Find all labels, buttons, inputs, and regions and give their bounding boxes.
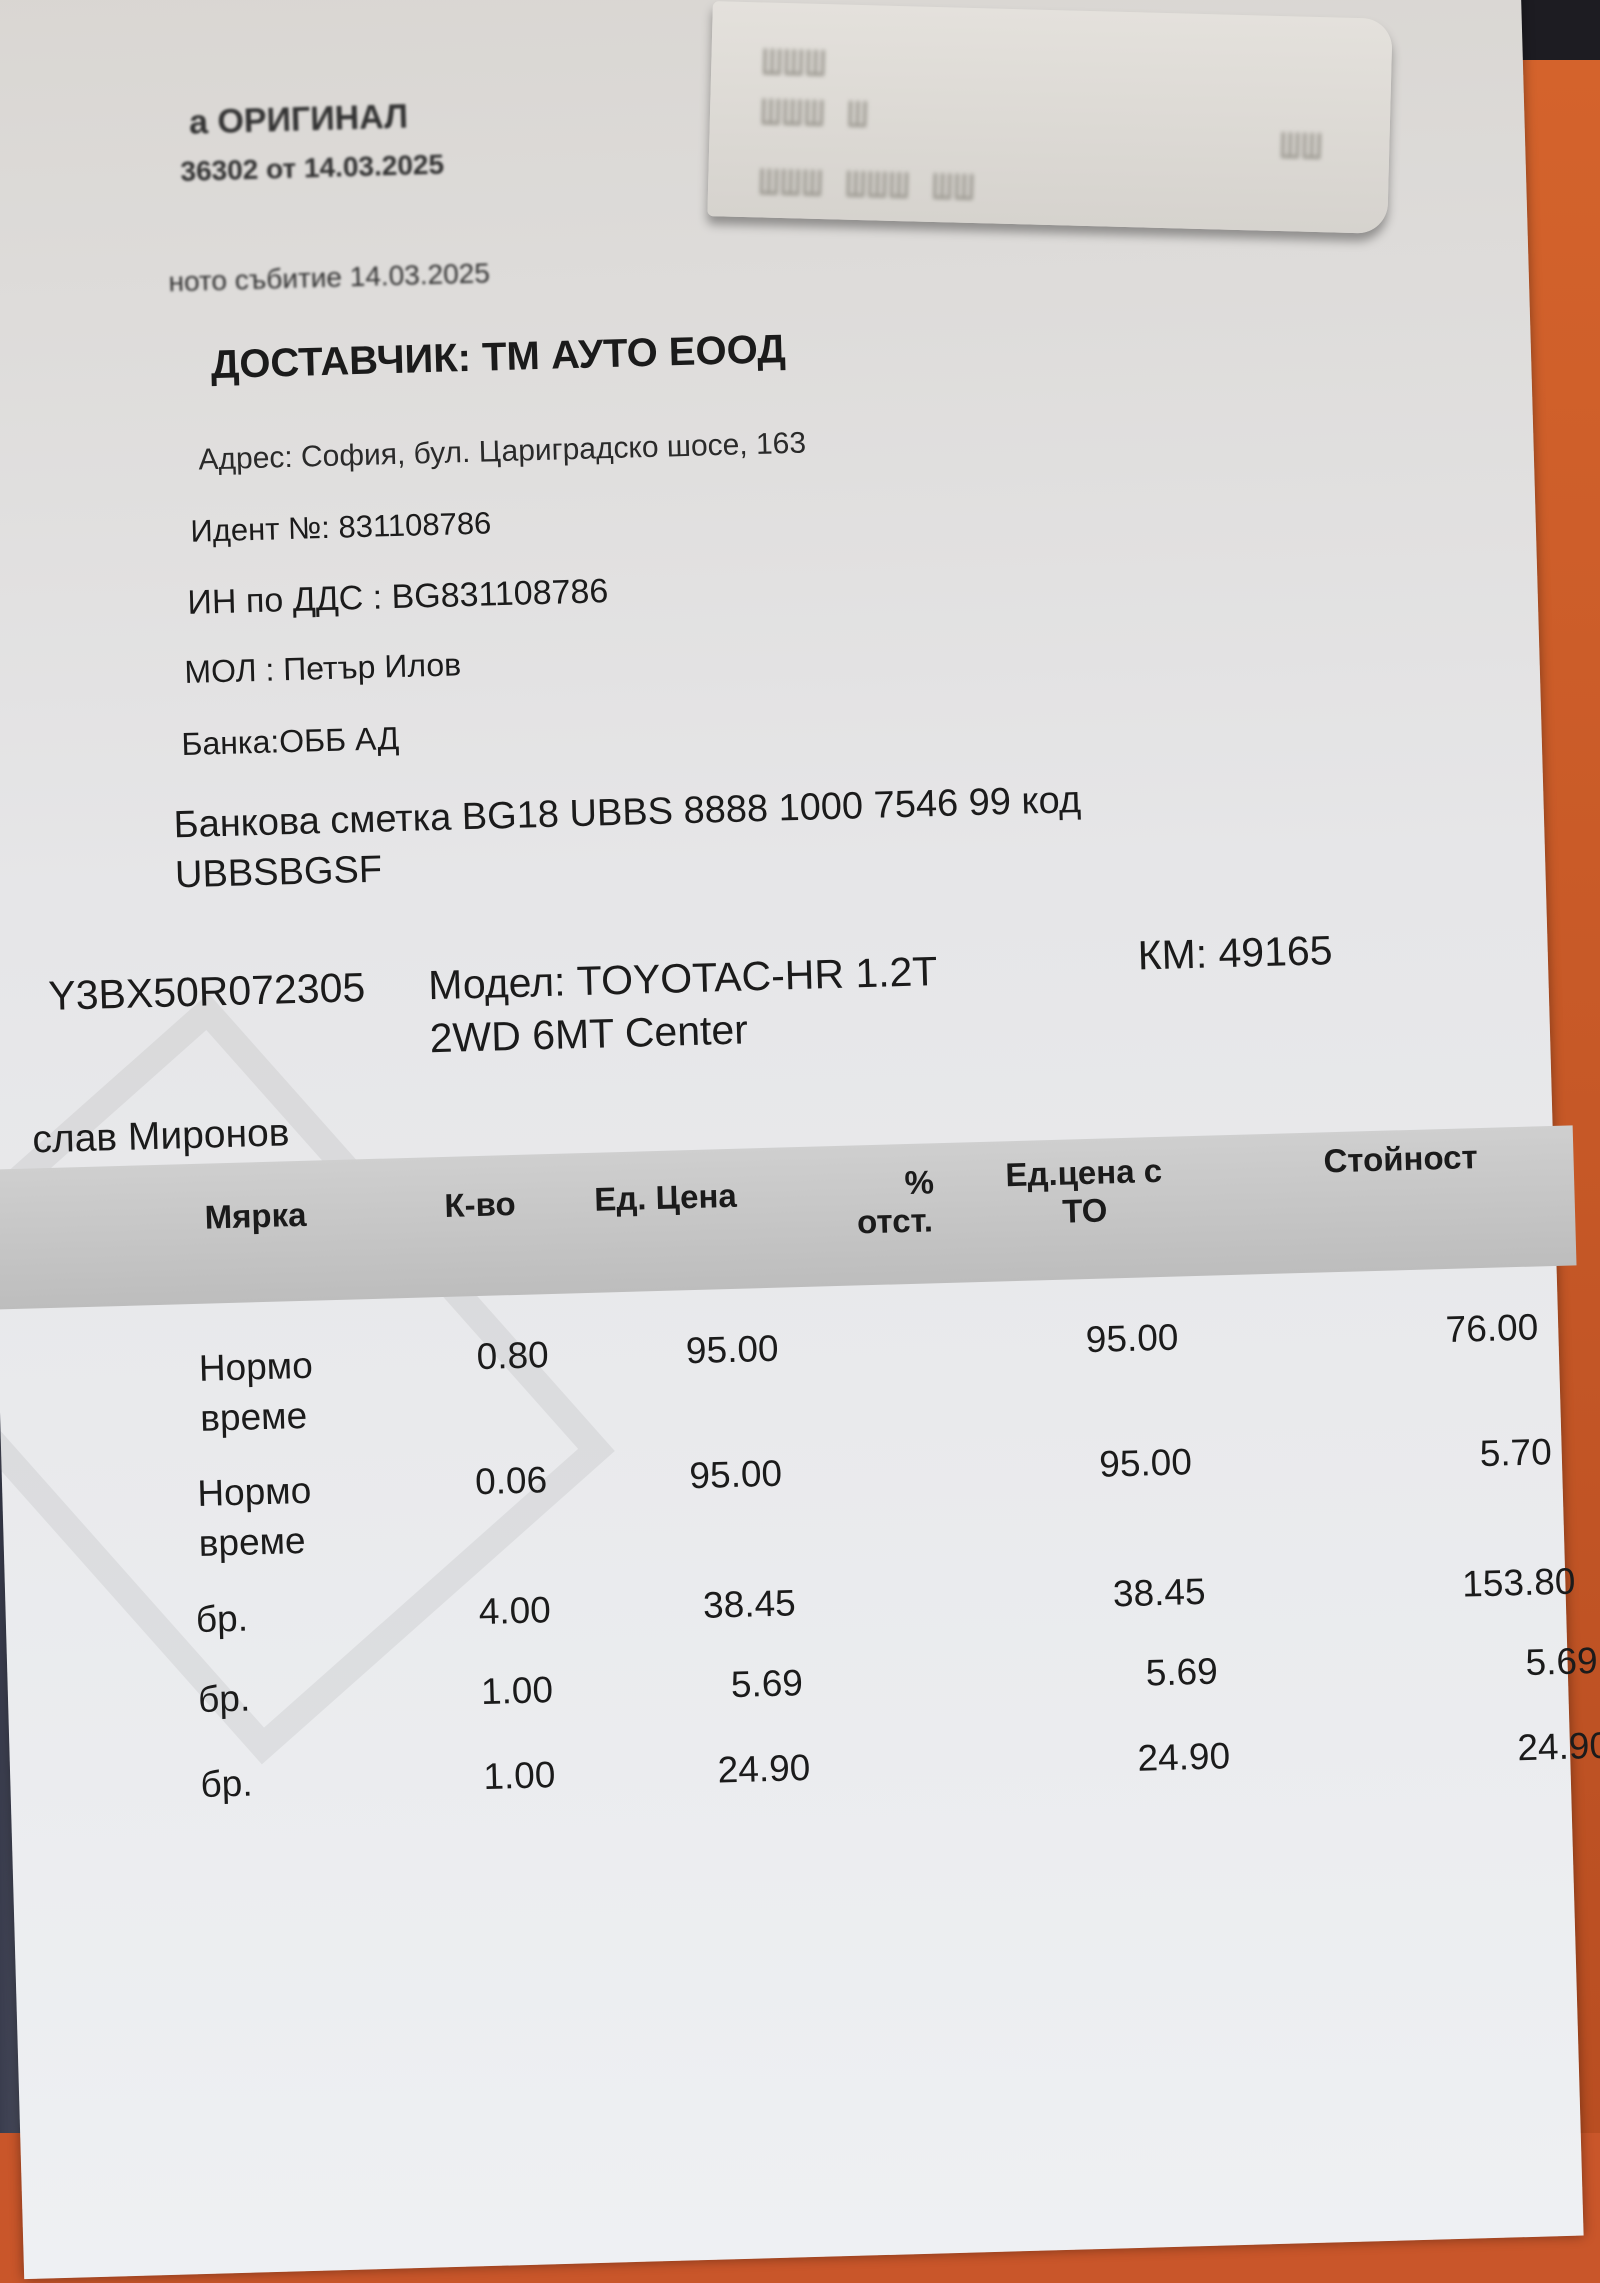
header-unit: Мярка: [204, 1195, 307, 1236]
original-label: а ОРИГИНАЛ: [188, 97, 409, 142]
supplier-bic: UBBSBGSF: [174, 848, 383, 897]
vehicle-model: Модел: TOYOTAC-HR 1.2T: [427, 948, 938, 1009]
header-price: Ед. Цена: [593, 1176, 738, 1218]
supplier-title: ДОСТАВЧИК: ТМ АУТО ЕООД: [210, 327, 787, 388]
header-discount-label: отст.: [856, 1201, 934, 1241]
cell-value: 5.70: [1479, 1431, 1553, 1475]
supplier-mol: МОЛ : Петър Илов: [183, 646, 462, 690]
supplier-account: Банкова сметка BG18 UBBS 8888 1000 7546 …: [173, 779, 1082, 847]
supplier-bank: Банка:ОББ АД: [180, 720, 400, 763]
supplier-address: Адрес: София, бул. Цариградско шосе, 163: [198, 426, 807, 477]
cell-value: 24.90: [1516, 1724, 1600, 1769]
cell-price: 95.00: [688, 1452, 783, 1497]
cell-qty: 0.06: [474, 1459, 548, 1503]
supplier-ident: Идент №: 831108786: [189, 505, 492, 549]
thermal-receipt-roll: ШШШ ШШШ Ш ШШ ШШШ ШШШ ШШ: [707, 1, 1393, 234]
cell-price-to: 95.00: [1085, 1316, 1179, 1361]
header-qty: К-во: [443, 1184, 517, 1224]
supplier-vat: ИН по ДДС : BG831108786: [186, 572, 609, 622]
header-value: Стойност: [1322, 1138, 1479, 1180]
cell-qty: 1.00: [480, 1669, 554, 1713]
header-discount-symbol: %: [904, 1163, 935, 1202]
cell-unit: бр.: [199, 1762, 254, 1805]
cell-qty: 1.00: [482, 1754, 556, 1798]
cell-price-to: 24.90: [1136, 1735, 1231, 1779]
cell-price: 24.90: [717, 1746, 811, 1791]
cell-unit: бр.: [197, 1677, 251, 1721]
cell-qty: 4.00: [478, 1589, 552, 1633]
vehicle-km: КМ: 49165: [1137, 927, 1334, 979]
event-date: ното събитие 14.03.2025: [168, 257, 491, 298]
cell-value: 5.69: [1524, 1639, 1599, 1683]
cell-unit: Нормо време: [196, 1469, 312, 1564]
customer-name: слав Миронов: [31, 1111, 291, 1162]
cell-price-to: 5.69: [1145, 1650, 1219, 1694]
invoice-number-date: 36302 от 14.03.2025: [179, 148, 445, 187]
cell-value: 76.00: [1445, 1306, 1539, 1351]
cell-price: 95.00: [685, 1327, 780, 1372]
cell-qty: 0.80: [476, 1334, 550, 1378]
header-price-to: Ед.цена с ТО: [963, 1151, 1205, 1234]
cell-price: 38.45: [702, 1582, 797, 1626]
cell-price-to: 95.00: [1098, 1441, 1193, 1485]
vehicle-vin: Y3BX50R072305: [47, 964, 366, 1019]
cell-price-to: 38.45: [1112, 1570, 1207, 1615]
header-discount: % отст.: [853, 1163, 935, 1241]
cell-unit: бр.: [195, 1597, 249, 1641]
cell-value: 153.80: [1461, 1560, 1576, 1605]
cell-unit: Нормо време: [198, 1344, 314, 1439]
vehicle-model-variant: 2WD 6MT Center: [429, 1006, 749, 1062]
cell-price: 5.69: [730, 1662, 804, 1706]
header-price-to-line2: ТО: [1061, 1191, 1108, 1230]
